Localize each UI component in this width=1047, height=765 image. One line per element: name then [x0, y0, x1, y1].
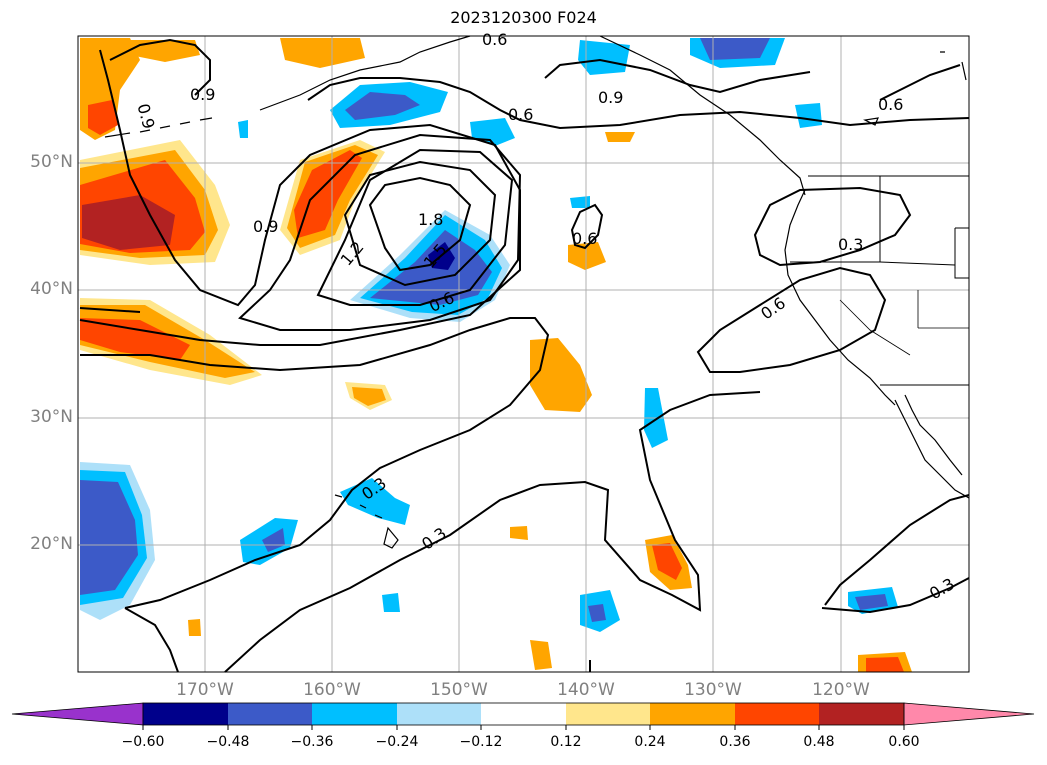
shade-orange-s5 — [530, 640, 552, 670]
shade-red-c1 — [294, 150, 362, 238]
contour-label: 0.6 — [878, 95, 903, 114]
shade-cyan-s2 — [340, 478, 410, 525]
lat-label: 50°N — [30, 152, 73, 172]
shade-orange-s9 — [605, 132, 635, 142]
graticule — [78, 36, 969, 672]
shade-blue-n5 — [795, 103, 822, 128]
contour-label: 0.9 — [598, 88, 623, 107]
shade-darkred-w1 — [82, 195, 175, 250]
colorbar-bin — [650, 703, 735, 725]
colorbar — [11, 702, 1035, 730]
shade-blue-sw — [80, 480, 138, 595]
shade-cyan-s8 — [238, 120, 248, 138]
colorbar-bin — [481, 703, 566, 725]
lon-label: 140°W — [557, 680, 615, 700]
chart-title: 2023120300 F024 — [450, 8, 597, 27]
lon-label: 120°W — [812, 680, 870, 700]
colorbar-tick-label: 0.36 — [719, 734, 751, 750]
contour-label: 1.8 — [418, 210, 443, 229]
shade-blue-s5 — [855, 594, 888, 610]
colorbar-tick-label: −0.12 — [459, 734, 503, 750]
colorbar-bin — [566, 703, 650, 725]
lon-label: 150°W — [430, 680, 488, 700]
shade-red-w2 — [80, 318, 190, 360]
colorbar-bin — [312, 703, 397, 725]
lon-label: 130°W — [684, 680, 742, 700]
colorbar-tick-label: −0.36 — [290, 734, 334, 750]
map-frame — [77, 35, 970, 673]
contour-label: 0.6 — [482, 30, 507, 49]
shade-cyan-s7 — [570, 196, 590, 208]
contour-label: 0.6 — [508, 105, 533, 124]
shade-blue-n4b — [700, 38, 770, 60]
shade-orange-s8 — [188, 619, 201, 636]
colorbar-bin — [143, 703, 228, 725]
shade-blue-n3 — [578, 40, 630, 75]
shade-red-s6 — [866, 657, 904, 672]
lon-label: 170°W — [176, 680, 234, 700]
shade-orange-s2 — [530, 338, 592, 412]
lat-label: 40°N — [30, 279, 73, 299]
shade-blue-s3 — [588, 604, 606, 622]
colorbar-bin — [228, 703, 312, 725]
contour-label: 0.6 — [572, 229, 597, 248]
shade-orange-n1 — [280, 38, 365, 68]
colorbar-tick-label: 0.12 — [550, 734, 582, 750]
colorbar-tick-label: 0.48 — [803, 734, 835, 750]
lat-label: 30°N — [30, 407, 73, 427]
shade-cyan-s6 — [382, 593, 400, 612]
colorbar-tick-label: 0.60 — [888, 734, 920, 750]
colorbar-extend-low — [11, 702, 144, 726]
lat-label: 20°N — [30, 534, 73, 554]
lon-label: 160°W — [303, 680, 361, 700]
colorbar-bin — [735, 703, 819, 725]
contour-lines — [79, 38, 970, 673]
shade-orange-s3 — [352, 387, 386, 406]
colorbar-bin — [819, 703, 904, 725]
contour-label: 0.3 — [838, 235, 863, 254]
shade-blue-c — [370, 230, 492, 305]
shade-orange-n2 — [130, 40, 200, 62]
shade-orange-s7 — [510, 526, 528, 540]
colorbar-tick-label: 0.24 — [634, 734, 666, 750]
contour-label: 0.9 — [190, 85, 215, 104]
coastlines — [104, 35, 970, 549]
colorbar-tick-label: −0.60 — [121, 734, 165, 750]
contour-label: 0.9 — [253, 217, 278, 236]
shade-red-nw — [88, 100, 118, 135]
shade-red-s4 — [652, 543, 682, 580]
colorbar-extend-high — [903, 702, 1035, 726]
colorbar-tick-label: −0.24 — [375, 734, 419, 750]
colorbar-bin — [397, 703, 481, 725]
shade-orange-s1 — [568, 242, 606, 270]
shade-blue-n1b — [345, 92, 420, 120]
colorbar-tick-label: −0.48 — [206, 734, 250, 750]
shade-blue-s1 — [262, 528, 285, 552]
